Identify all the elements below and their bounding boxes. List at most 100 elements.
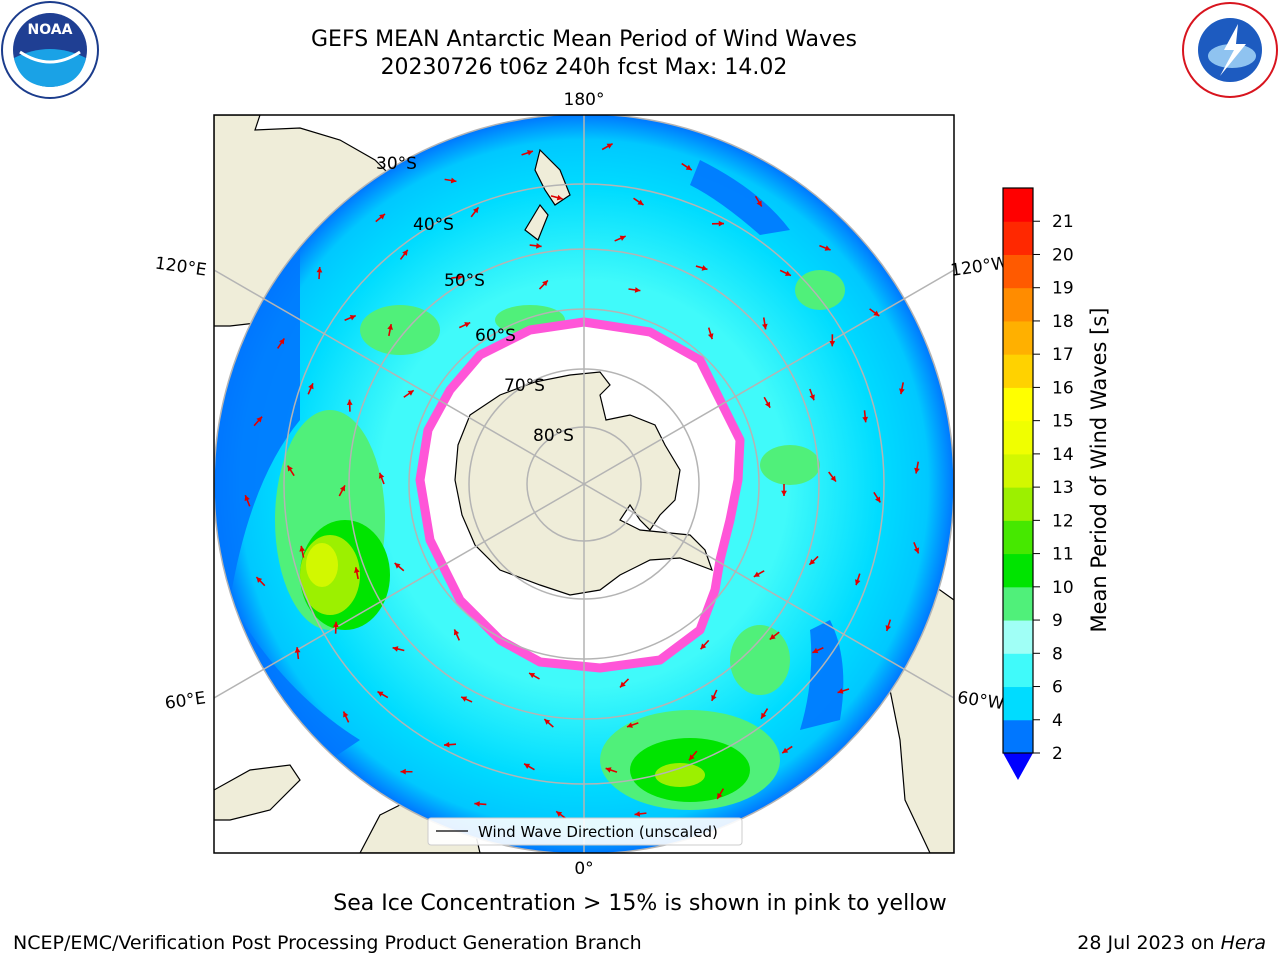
wind-wave-arrow [294, 647, 301, 660]
colorbar-block [1003, 254, 1033, 289]
wind-wave-arrow [346, 399, 353, 412]
colorbar: 2 4 6 8 9 10 11 12 13 14 15 16 17 18 19 20 21 Mean Perio… [1002, 187, 1111, 780]
wind-wave-arrow [626, 722, 639, 728]
colorbar-tick-label: 9 [1052, 611, 1063, 631]
wind-wave-arrow [809, 388, 815, 401]
wind-wave-arrow [443, 741, 457, 748]
wind-wave-arrow [769, 631, 780, 641]
credit-line: NCEP/EMC/Verification Post Processing Pr… [13, 932, 642, 954]
graticule [214, 115, 954, 853]
wind-wave-arrow [529, 242, 542, 249]
wind-wave-arrow [614, 235, 626, 242]
wind-wave-arrow [761, 317, 768, 330]
map-frame [213, 114, 955, 854]
lat-label-60s: 60°S [475, 326, 516, 346]
colorbar-tick-label: 19 [1052, 279, 1074, 299]
wind-wave-arrow [781, 484, 787, 496]
wind-wave-arrow [699, 639, 710, 650]
colorbar-block [1003, 387, 1033, 422]
wind-wave-arrow [707, 327, 714, 340]
wind-wave-arrow [754, 195, 763, 207]
wind-wave-arrow [453, 629, 461, 641]
colorbar-block [1003, 553, 1033, 588]
lat-label-40s: 40°S [413, 215, 454, 235]
wind-wave-arrow [633, 197, 644, 206]
noaa-logo: NOAA [1, 1, 99, 99]
lat-label-80s: 80°S [533, 426, 574, 446]
machine-name: Hera [1220, 932, 1266, 954]
map-legend-label: Wind Wave Direction (unscaled) [478, 823, 718, 841]
map-legend: Wind Wave Direction (unscaled) [427, 817, 743, 846]
ice-note: Sea Ice Concentration > 15% is shown in … [333, 891, 947, 916]
colorbar-tick-label: 13 [1052, 478, 1074, 498]
wind-wave-arrow [899, 382, 905, 395]
wind-wave-arrow [808, 555, 819, 566]
wind-wave-arrow [605, 767, 618, 773]
lon-label-120e: 120°E [154, 254, 208, 281]
date-line: 28 Jul 2023 on Hera [1077, 932, 1266, 954]
wind-wave-arrow [634, 811, 647, 817]
wind-wave-arrow [913, 542, 920, 554]
wind-wave-arrow [253, 416, 263, 427]
wind-wave-arrow [255, 576, 266, 587]
wind-wave-arrow [753, 570, 765, 578]
colorbar-outline [1002, 187, 1034, 754]
wind-wave-arrow [470, 206, 480, 218]
wind-wave-arrow [781, 745, 793, 754]
wind-wave-arrow [688, 750, 698, 761]
colorbar-tick-label: 2 [1052, 744, 1063, 764]
colorbar-tick-label: 16 [1052, 378, 1074, 398]
colorbar-block [1003, 487, 1033, 521]
colorbar-tick-label: 15 [1052, 412, 1074, 432]
lon-label-180: 180° [564, 90, 605, 110]
wind-wave-arrow [342, 711, 350, 723]
colorbar-block [1003, 221, 1033, 255]
wind-wave-arrow [333, 621, 339, 634]
wind-wave-arrow [716, 788, 725, 800]
wind-wave-arrow [521, 150, 534, 156]
chart-subtitle: 20230726 t06z 240h fcst Max: 14.02 [380, 55, 788, 80]
wind-wave-arrow [307, 382, 314, 395]
lon-label-120w: 120°W [949, 253, 1009, 281]
wind-wave-arrow [550, 194, 563, 201]
wind-wave-arrow [338, 485, 346, 497]
wind-wave-arrow [353, 567, 360, 580]
wind-wave-arrow [375, 213, 386, 223]
wind-wave-arrow [460, 696, 473, 703]
colorbar-tick-label: 21 [1052, 212, 1074, 232]
wind-wave-arrow [628, 287, 641, 293]
wind-wave-arrow [316, 267, 323, 280]
wind-wave-arrow [812, 647, 824, 654]
wind-wave-arrow [286, 465, 295, 477]
wind-wave-arrow [819, 244, 831, 251]
wind-wave-arrow [523, 763, 535, 771]
wind-wave-arrow [377, 690, 389, 699]
wind-wave-arrow [538, 279, 549, 290]
lat-label-30s: 30°S [376, 154, 417, 174]
colorbar-block [1003, 520, 1033, 555]
wind-wave-arrow [779, 269, 792, 277]
colorbar-block [1003, 453, 1033, 488]
wind-wave-arrow [555, 810, 567, 820]
colorbar-block [1003, 287, 1033, 322]
colorbar-block [1003, 320, 1033, 355]
noaa-logo-text: NOAA [28, 22, 73, 38]
wind-wave-arrows [244, 142, 920, 820]
wind-wave-arrow [387, 323, 393, 337]
wind-wave-arrow [869, 308, 880, 317]
wind-wave-arrow [711, 220, 725, 227]
colorbar-tick-label: 10 [1052, 578, 1074, 598]
wind-wave-arrow [378, 472, 385, 485]
chart-title: GEFS MEAN Antarctic Mean Period of Wind … [311, 27, 857, 52]
colorbar-tick-label: 14 [1052, 445, 1074, 465]
wind-wave-arrow [400, 768, 413, 775]
wind-wave-arrow [403, 389, 415, 398]
colorbar-block [1003, 653, 1033, 688]
wind-wave-arrow [695, 265, 708, 271]
date-text: 28 Jul 2023 on [1077, 932, 1215, 954]
wind-wave-arrow [344, 314, 357, 321]
colorbar-block [1003, 354, 1033, 388]
colorbar-tick-label: 17 [1052, 345, 1074, 365]
wind-wave-arrow [299, 545, 306, 558]
